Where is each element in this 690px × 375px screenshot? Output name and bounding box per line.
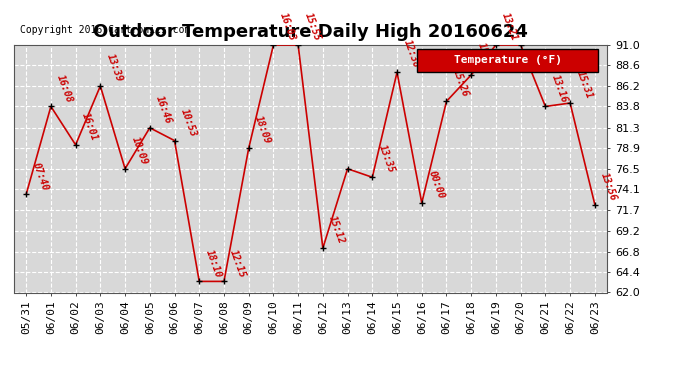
Text: 13:21: 13:21 [500,11,520,42]
Text: 13:35: 13:35 [377,144,396,175]
Text: 15:26: 15:26 [451,68,471,99]
Text: 18:09: 18:09 [253,115,273,146]
Text: 15:13: 15:13 [475,41,495,72]
Text: 12:15: 12:15 [228,248,248,279]
Text: 16:46: 16:46 [155,94,174,125]
Text: 16:01: 16:01 [80,111,99,142]
Text: 16:03: 16:03 [278,11,297,42]
Text: 15:31: 15:31 [575,69,594,100]
Text: 15:55: 15:55 [303,11,322,42]
Text: 07:40: 07:40 [30,161,50,192]
Text: 10:09: 10:09 [130,135,149,166]
Text: 13:39: 13:39 [105,53,124,83]
Text: 13:56: 13:56 [600,171,619,202]
Text: 16:08: 16:08 [55,73,75,104]
FancyBboxPatch shape [417,49,598,72]
Text: 00:00: 00:00 [426,169,446,200]
Text: Copyright 2016 Cartronics.com: Copyright 2016 Cartronics.com [20,25,190,35]
Text: 15:12: 15:12 [327,214,347,246]
Text: 18:10: 18:10 [204,248,223,279]
Text: 12:38: 12:38 [402,39,421,70]
Text: 10:53: 10:53 [179,107,199,138]
Text: Temperature (°F): Temperature (°F) [454,56,562,66]
Title: Outdoor Temperature Daily High 20160624: Outdoor Temperature Daily High 20160624 [93,22,528,40]
Text: 13:16: 13:16 [550,73,569,104]
